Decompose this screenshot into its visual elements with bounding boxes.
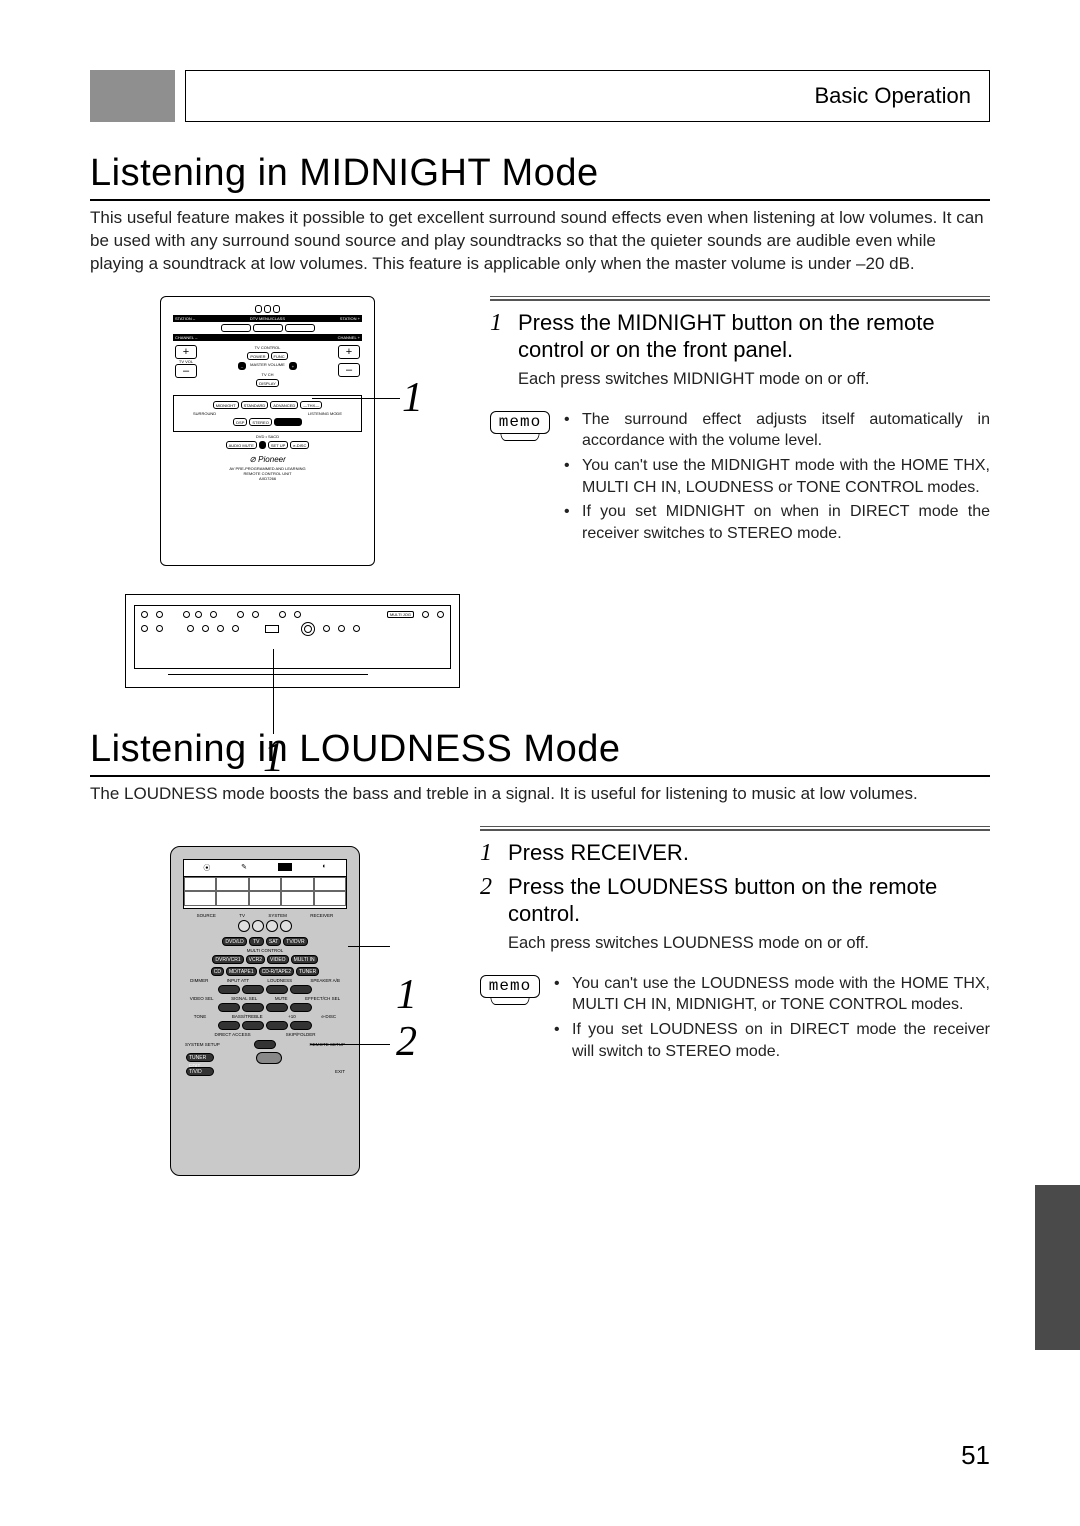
section1-title: Listening in MIDNIGHT Mode	[90, 152, 990, 201]
side-tab	[1035, 1185, 1080, 1350]
panel-pointer	[273, 649, 274, 734]
memo-item: If you set LOUDNESS on in DIRECT mode th…	[554, 1019, 990, 1062]
s2-step2: 2 Press the LOUDNESS button on the remot…	[480, 873, 990, 928]
callout-r2-2: 2	[396, 1018, 417, 1066]
page-header: Basic Operation	[90, 70, 990, 122]
section2-content: ⦿✎◐ SOURCETVSYSTEMRECEIVER DVD/LD TV SAT…	[90, 826, 990, 1176]
remote-diagram-2: ⦿✎◐ SOURCETVSYSTEMRECEIVER DVD/LD TV SAT…	[170, 846, 360, 1176]
s2-step1: 1 Press RECEIVER.	[480, 839, 990, 867]
leader-line-r2-1	[348, 946, 390, 947]
memo-block-1: memo The surround effect adjusts itself …	[490, 409, 990, 548]
memo-list-2: You can't use the LOUDNESS mode with the…	[554, 973, 990, 1065]
section2: Listening in LOUDNESS Mode The LOUDNESS …	[90, 728, 990, 1176]
step1: 1 Press the MIDNIGHT button on the remot…	[490, 309, 990, 364]
section1-diagrams: STATION –DTV MENU/CLASSSTATION + CHANNEL…	[90, 296, 460, 688]
memo-badge-2: memo	[480, 975, 540, 1005]
panel-pointer-bar	[168, 674, 368, 675]
step1-text: Press the MIDNIGHT button on the remote …	[518, 309, 990, 364]
leader-line-1	[312, 398, 400, 399]
step-rule-2	[480, 826, 990, 831]
section2-intro: The LOUDNESS mode boosts the bass and tr…	[90, 783, 990, 806]
memo-item: You can't use the LOUDNESS mode with the…	[554, 973, 990, 1016]
s2-step2-text: Press the LOUDNESS button on the remote …	[508, 873, 990, 928]
memo-item: The surround effect adjusts itself autom…	[564, 409, 990, 452]
remote-diagram-1: STATION –DTV MENU/CLASSSTATION + CHANNEL…	[160, 296, 375, 566]
memo-item: If you set MIDNIGHT on when in DIRECT mo…	[564, 501, 990, 544]
remote-footer-3: AXD7266	[167, 476, 368, 481]
memo-label-2: memo	[480, 975, 540, 998]
step1-num: 1	[490, 310, 508, 337]
page-number: 51	[961, 1440, 990, 1471]
memo-tail	[501, 433, 540, 441]
memo-item: You can't use the MIDNIGHT mode with the…	[564, 455, 990, 498]
section2-title: Listening in LOUDNESS Mode	[90, 728, 990, 777]
callout-r2-1: 1	[396, 971, 417, 1019]
section1-content: STATION –DTV MENU/CLASSSTATION + CHANNEL…	[90, 296, 990, 688]
leader-line-r2-2	[310, 1044, 390, 1045]
section1-intro: This useful feature makes it possible to…	[90, 207, 990, 276]
s2-step1-num: 1	[480, 840, 498, 867]
header-section-label: Basic Operation	[814, 83, 971, 109]
section2-diagram: ⦿✎◐ SOURCETVSYSTEMRECEIVER DVD/LD TV SAT…	[90, 826, 450, 1176]
header-grey-block	[90, 70, 175, 122]
s2-step2-note: Each press switches LOUDNESS mode on or …	[508, 934, 990, 953]
memo-label: memo	[490, 411, 550, 434]
s2-step2-num: 2	[480, 874, 498, 901]
memo-badge: memo	[490, 411, 550, 441]
memo-tail-2	[491, 997, 530, 1005]
callout-remote-1: 1	[402, 374, 423, 422]
header-section-box: Basic Operation	[185, 70, 990, 122]
s2-step1-text: Press RECEIVER.	[508, 839, 689, 867]
step1-note: Each press switches MIDNIGHT mode on or …	[518, 370, 990, 389]
section2-text-col: 1 Press RECEIVER. 2 Press the LOUDNESS b…	[480, 826, 990, 1065]
callout-panel-1: 1	[263, 734, 284, 782]
memo-list-1: The surround effect adjusts itself autom…	[564, 409, 990, 548]
section1-text-col: 1 Press the MIDNIGHT button on the remot…	[490, 296, 990, 548]
step-rule	[490, 296, 990, 301]
memo-block-2: memo You can't use the LOUDNESS mode wit…	[480, 973, 990, 1065]
manual-page: Basic Operation Listening in MIDNIGHT Mo…	[0, 0, 1080, 1526]
